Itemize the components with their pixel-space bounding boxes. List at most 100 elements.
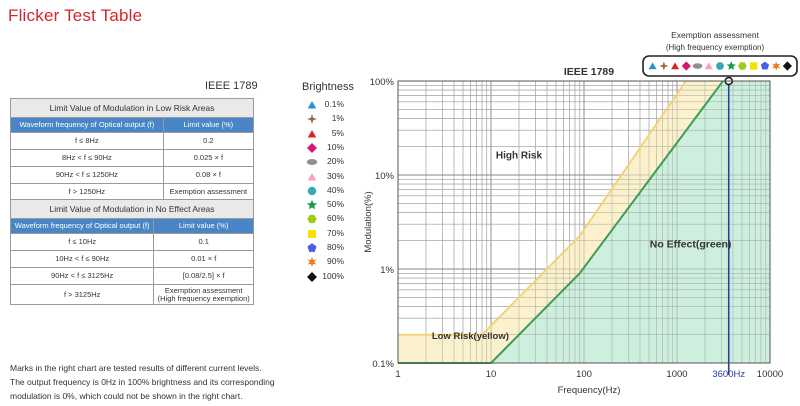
legend-label: 30%: [326, 170, 344, 181]
no-effect-label: No Effect(green): [650, 238, 732, 250]
legend-label: 0.1%: [324, 99, 344, 109]
x-tick-label: 1: [395, 369, 400, 380]
legend-label: 5%: [331, 127, 344, 138]
y-tick-label: 100%: [370, 77, 395, 88]
no-effect-col-frequency: Waveform frequency of Optical output (f): [9, 218, 155, 234]
no-effect-col-limit: Limit value (%): [153, 218, 254, 234]
legend-label: 10%: [326, 141, 344, 152]
legend-label: 20%: [326, 156, 344, 167]
x-tick-label: 10: [486, 369, 497, 380]
note-line: modulation is 0%, which could not be sho…: [10, 391, 243, 401]
no-effect-limit-table: Limit Value of Modulation in No Effect A…: [9, 199, 254, 305]
legend-label: 100%: [322, 270, 344, 281]
exemption-marker-diamond-icon: [681, 61, 691, 71]
exemption-title: Exemption assessment: [671, 30, 760, 40]
legend-item: 20%: [306, 156, 366, 168]
x-axis-label: Frequency(Hz): [558, 385, 621, 396]
exemption-subtitle: (High frequency exemption): [666, 43, 765, 52]
legend-marker-star6-icon: [307, 257, 317, 268]
low-risk-label: Low Risk(yellow): [432, 331, 509, 342]
high-risk-label: High Risk: [496, 150, 543, 161]
legend-item: 80%: [306, 242, 366, 254]
legend-marker-diamond-icon: [307, 271, 317, 282]
legend-label: 40%: [326, 184, 344, 195]
legend-title: Brightness: [302, 81, 354, 93]
legend-label: 80%: [326, 242, 344, 252]
legend-marker-pentagon-icon: [307, 243, 317, 252]
chart-grid-overlay: [397, 81, 770, 364]
y-tick-label: 0.1%: [372, 359, 394, 370]
legend-item: 0.1%: [306, 99, 366, 111]
legend-marker-triangle-icon: [307, 129, 317, 138]
limit-cell: Exemption assessment: [162, 183, 255, 201]
exemption-marker-square-icon: [750, 62, 758, 70]
exemption-marker-star4-icon: [659, 61, 669, 71]
table-row: f > 3125Hz Exemption assessment (High fre…: [9, 284, 254, 305]
legend-item: 10%: [306, 142, 366, 154]
exemption-marker-circle-icon: [716, 62, 724, 70]
low-risk-limit-table: Limit Value of Modulation in Low Risk Ar…: [10, 98, 255, 201]
limit-cell: [0.08/2.5] × f: [153, 267, 254, 285]
marker-label: 3600Hz: [712, 369, 745, 380]
note-line: Marks in the right chart are tested resu…: [10, 363, 262, 373]
y-tick-label: 1%: [380, 265, 394, 276]
test-note: Marks in the right chart are tested resu…: [10, 361, 310, 403]
table-row: 10Hz < f ≤ 90Hz 0.01 × f: [9, 250, 254, 268]
legend-item: 100%: [306, 271, 366, 283]
exemption-marker-diamond-icon: [782, 61, 792, 71]
exemption-marker-triangle-icon: [648, 62, 657, 70]
low-risk-col-limit: Limit value (%): [162, 117, 255, 133]
legend-marker-square-icon: [308, 229, 316, 238]
legend-marker-triangle-icon: [307, 172, 317, 180]
low-risk-area: [398, 81, 723, 363]
y-axis-label: Modulation(%): [363, 191, 374, 252]
legend-label: 1%: [331, 113, 344, 124]
legend-marker-star4-icon: [307, 114, 317, 125]
legend-marker-hexagon-icon: [307, 215, 317, 224]
exemption-marker-star6-icon: [772, 61, 781, 71]
legend-marker-circle-icon: [307, 186, 317, 196]
legend-label: 70%: [326, 227, 344, 238]
limit-cell: Exemption assessment (High frequency exem…: [153, 284, 254, 305]
legend-item: 30%: [306, 171, 366, 183]
legend-marker-diamond-icon: [307, 142, 317, 153]
table-standard-label: IEEE 1789: [205, 80, 258, 92]
legend-marker-ellipse-icon: [306, 159, 318, 166]
y-tick-label: 10%: [375, 171, 395, 182]
exemption-marker-ellipse-icon: [692, 63, 703, 69]
chart-title: IEEE 1789: [564, 66, 614, 78]
exemption-marker-star5-icon: [726, 61, 736, 70]
legend-item: 40%: [306, 185, 366, 197]
note-line: The output frequency is 0Hz in 100% brig…: [10, 377, 275, 387]
exemption-marker-triangle-icon: [704, 62, 713, 70]
low-risk-limit-line: [398, 80, 687, 336]
legend-item: 5%: [306, 128, 366, 140]
legend-item: 60%: [306, 213, 366, 225]
legend-label: 90%: [326, 256, 344, 267]
table-row: f ≤ 8Hz 0.2: [10, 132, 255, 150]
legend-label: 50%: [326, 199, 344, 210]
low-risk-col-frequency: Waveform frequency of Optical output (f): [10, 117, 164, 133]
freq-cell: f > 3125Hz: [9, 284, 155, 305]
legend-label: 60%: [326, 213, 344, 224]
limit-subtext: (High frequency exemption): [157, 293, 250, 303]
page-title: Flicker Test Table: [8, 6, 143, 25]
x-tick-label: 10000: [757, 369, 783, 380]
table-row: 8Hz < f ≤ 90Hz 0.025 × f: [10, 149, 255, 167]
x-tick-label: 1000: [666, 369, 687, 380]
legend-item: 50%: [306, 199, 366, 211]
x-tick-label: 100: [576, 369, 592, 380]
legend-item: 70%: [306, 228, 366, 240]
legend-marker-triangle-icon: [307, 101, 317, 109]
low-risk-table-title: Limit Value of Modulation in Low Risk Ar…: [10, 98, 254, 118]
limit-text: Exemption assessment: [164, 285, 243, 295]
exemption-marker-hexagon-icon: [738, 62, 747, 70]
exemption-marker-pentagon-icon: [760, 61, 770, 70]
legend-marker-star5-icon: [307, 199, 317, 210]
plot-frame: [397, 80, 771, 364]
legend-item: 1%: [306, 113, 366, 125]
legend-item: 90%: [306, 256, 366, 268]
exemption-marker-triangle-icon: [671, 62, 680, 70]
table-row: 90Hz < f ≤ 3125Hz [0.08/2.5] × f: [9, 267, 254, 285]
